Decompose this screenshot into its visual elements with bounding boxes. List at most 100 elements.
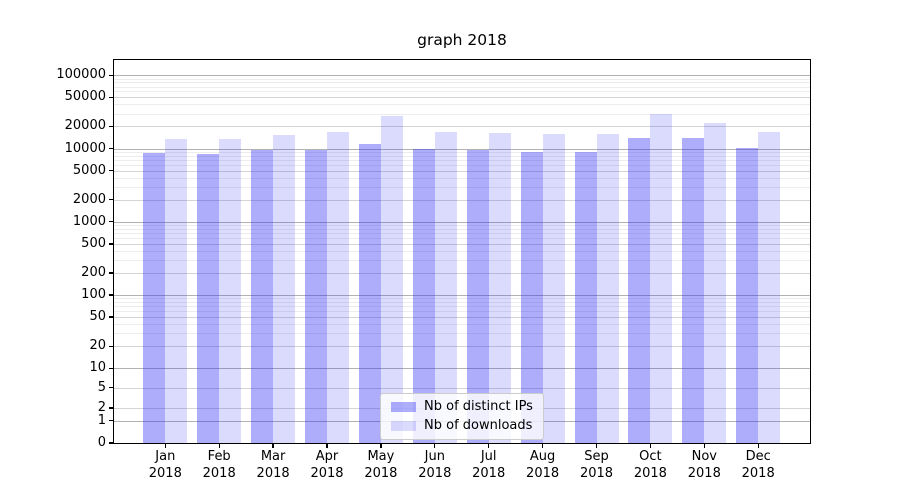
bar-distinct-ips-sep [574,151,597,443]
y-tick-mark [109,407,114,409]
y-tick-mark [109,74,114,76]
y-tick-mark [109,419,114,422]
sub-gridline [114,126,810,128]
bar-distinct-ips-aug [520,151,543,443]
sub-gridline [114,243,810,245]
minor-gridline [114,306,810,308]
minor-gridline [114,186,810,188]
bar-downloads-oct [650,113,673,443]
y-tick-mark [109,243,114,245]
bar-distinct-ips-jun [412,148,435,443]
bar-downloads-apr [327,132,349,443]
x-tick-year: 2018 [472,465,506,481]
x-tick-month: Aug [529,449,556,464]
x-tick-label: Oct 2018 [622,449,678,482]
y-tick-mark [109,199,114,201]
y-tick-label: 1000 [72,213,106,229]
y-tick-label: 2 [97,400,106,415]
y-tick-label: 200 [81,265,106,281]
x-tick-month: Dec [745,449,771,464]
x-tick-month: Jul [480,449,497,464]
x-tick-month: Oct [639,449,662,464]
minor-gridline [114,324,810,326]
minor-gridline [114,225,810,227]
bar-distinct-ips-dec [736,147,759,443]
legend-label-downloads: Nb of downloads [424,418,533,433]
bar-downloads-feb [219,139,242,443]
x-tick-label: Dec 2018 [730,449,786,482]
y-tick-mark [109,147,114,150]
x-tick-year: 2018 [364,465,398,481]
major-gridline [114,221,810,223]
bar-distinct-ips-mar [251,150,274,443]
minor-gridline [114,155,810,157]
y-tick-label: 0 [97,435,106,450]
y-tick-mark [109,294,114,296]
bar-downloads-nov [704,123,727,443]
x-tick-year: 2018 [256,465,290,481]
y-tick-mark [109,345,114,348]
y-tick-mark [109,221,114,223]
major-gridline [114,75,810,77]
bar-downloads-jun [434,131,457,443]
bar-distinct-ips-apr [305,150,327,443]
x-tick-year: 2018 [579,465,614,481]
x-tick-month: Mar [260,449,286,464]
y-tick-label: 50000 [64,89,106,105]
x-tick-year: 2018 [202,465,236,481]
x-tick-month: May [367,449,395,464]
y-tick-label: 10000 [64,140,106,156]
x-tick-label: Jan 2018 [137,449,193,482]
bar-downloads-jan [165,139,188,443]
bar-downloads-jul [488,133,511,443]
major-gridline [114,368,810,370]
x-tick-mark [218,443,220,448]
x-tick-mark [164,443,166,448]
x-tick-month: Apr [315,449,339,464]
x-tick-label: Mar 2018 [245,449,301,482]
y-tick-label: 2000 [72,191,106,207]
legend-item-downloads: Nb of downloads [381,419,543,433]
minor-gridline [114,250,810,252]
bar-downloads-sep [596,134,619,443]
minor-gridline [114,311,810,313]
sub-gridline [114,273,810,275]
x-tick-year: 2018 [310,465,344,481]
bar-distinct-ips-feb [197,154,220,443]
bar-distinct-ips-jan [143,153,166,443]
y-tick-label: 10 [89,360,106,376]
sub-gridline [114,199,810,201]
bar-distinct-ips-may [358,144,381,443]
minor-gridline [114,228,810,230]
x-tick-year: 2018 [148,465,182,481]
minor-gridline [114,86,810,88]
x-tick-mark [595,443,598,448]
y-tick-mark [109,386,114,389]
major-gridline [114,148,810,150]
y-tick-mark [109,367,114,370]
x-tick-label: Nov 2018 [676,449,732,482]
major-gridline [114,295,810,297]
y-tick-mark [109,272,114,274]
y-tick-mark [109,442,114,444]
x-tick-year: 2018 [418,465,452,481]
y-tick-label: 100000 [56,67,106,83]
sub-gridline [114,346,810,348]
x-tick-month: Jan [155,449,176,464]
legend-swatch-downloads [391,421,416,431]
sub-gridline [114,387,810,389]
minor-gridline [114,233,810,235]
x-tick-month: Nov [691,449,717,464]
x-tick-mark [541,443,544,448]
x-tick-label: Feb 2018 [191,449,247,482]
sub-gridline [114,317,810,319]
minor-gridline [114,333,810,335]
minor-gridline [114,164,810,166]
legend-swatch-distinct-ips [391,402,416,412]
bar-distinct-ips-jul [466,150,489,443]
x-tick-year: 2018 [633,465,667,481]
bar-downloads-aug [542,134,565,443]
x-tick-month: Feb [207,449,231,464]
y-tick-label: 100 [81,287,106,303]
